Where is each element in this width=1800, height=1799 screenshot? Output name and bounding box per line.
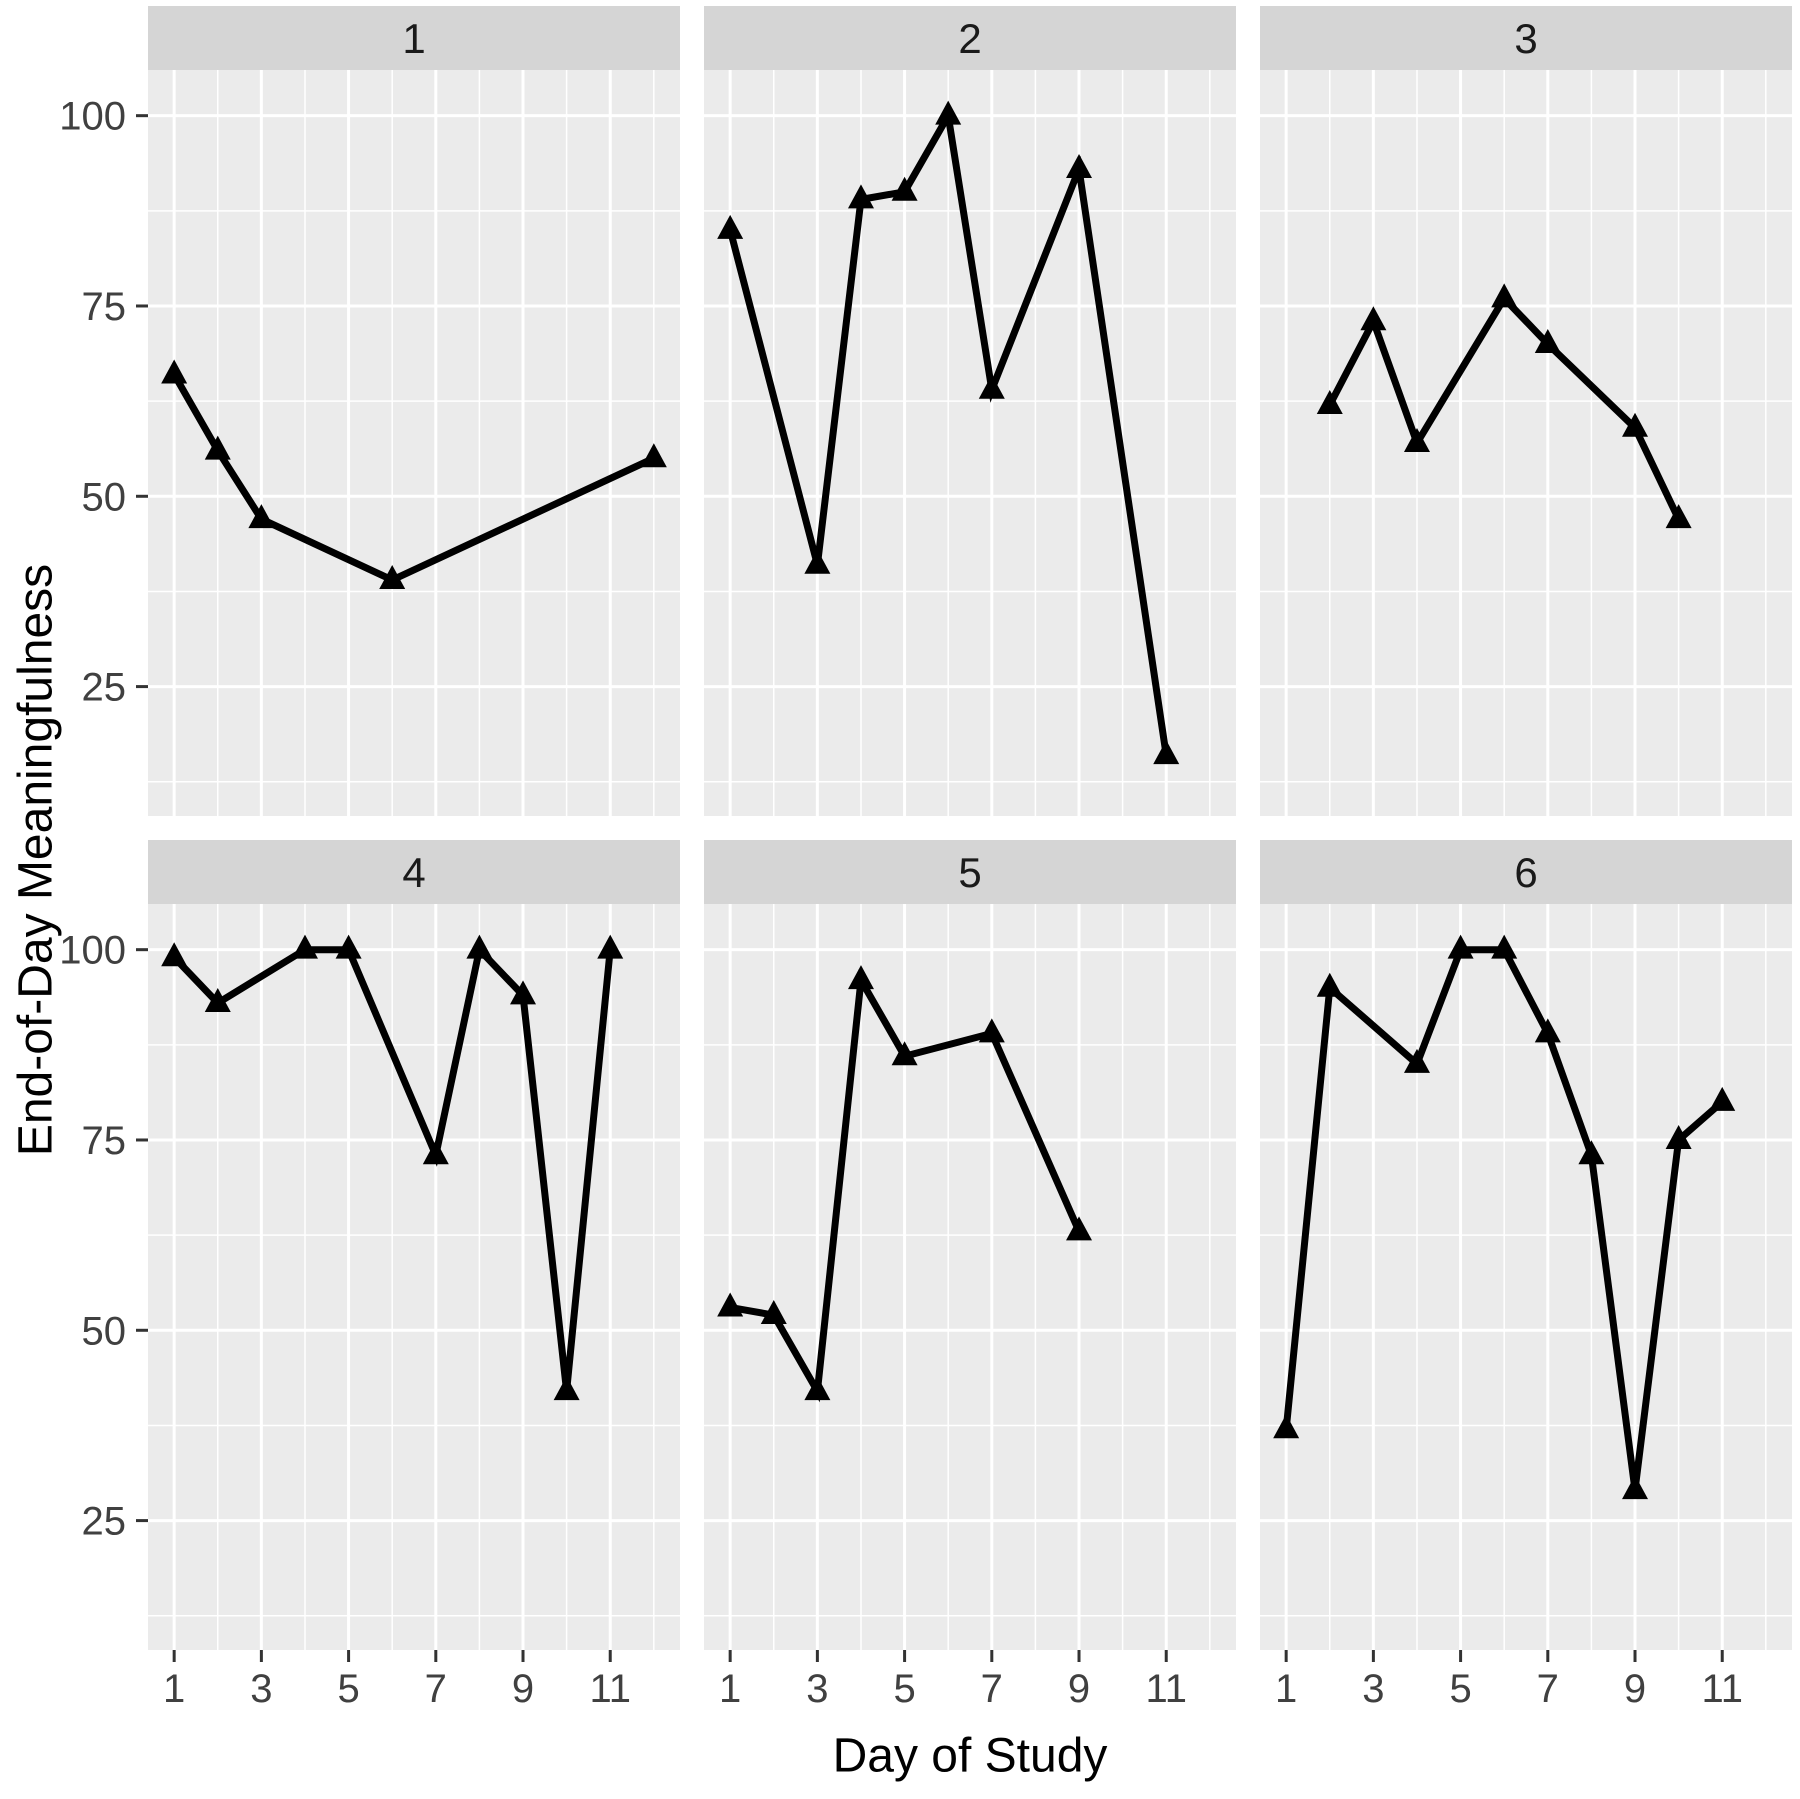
y-tick-label: 75 xyxy=(82,1119,127,1163)
x-tick-label: 9 xyxy=(1624,1667,1646,1711)
x-tick-label: 1 xyxy=(719,1667,741,1711)
triangle-marker xyxy=(1403,1048,1430,1073)
triangle-marker xyxy=(466,934,493,959)
triangle-marker xyxy=(1153,740,1180,765)
x-tick-label: 11 xyxy=(589,1667,631,1711)
y-tick-label: 75 xyxy=(82,285,127,329)
x-tick-label: 7 xyxy=(1537,1667,1559,1711)
x-tick-label: 3 xyxy=(806,1667,828,1711)
data-line xyxy=(726,105,1170,756)
triangle-marker xyxy=(1360,306,1387,331)
x-tick-label: 7 xyxy=(981,1667,1003,1711)
facet-strip-label: 1 xyxy=(402,15,425,62)
triangle-marker xyxy=(204,987,231,1012)
y-tick-label: 25 xyxy=(82,1500,127,1544)
triangle-marker xyxy=(717,1292,744,1317)
triangle-marker xyxy=(847,965,874,990)
y-tick-label: 50 xyxy=(82,475,127,519)
x-tick-label: 3 xyxy=(1362,1667,1384,1711)
x-tick-label: 5 xyxy=(893,1667,915,1711)
facet-strip xyxy=(1260,6,1792,70)
x-tick-label: 1 xyxy=(1275,1667,1297,1711)
triangle-marker xyxy=(204,435,231,460)
facet-strip xyxy=(704,840,1236,904)
triangle-marker xyxy=(248,504,275,529)
triangle-marker xyxy=(597,934,624,959)
facet-strip xyxy=(148,6,680,70)
y-tick-label: 25 xyxy=(82,666,127,710)
triangle-marker xyxy=(335,934,362,959)
panel-background xyxy=(148,70,680,816)
triangle-marker xyxy=(804,1376,831,1401)
x-tick-label: 5 xyxy=(1449,1667,1471,1711)
x-tick-label: 1 xyxy=(163,1667,185,1711)
triangle-marker xyxy=(1316,972,1343,997)
triangle-marker xyxy=(553,1376,580,1401)
triangle-marker xyxy=(510,980,537,1005)
x-tick-label: 11 xyxy=(1701,1667,1743,1711)
triangle-marker xyxy=(422,1140,449,1165)
facet-strip xyxy=(704,6,1236,70)
x-tick-label: 7 xyxy=(425,1667,447,1711)
triangle-marker xyxy=(891,176,918,201)
x-tick-label: 3 xyxy=(250,1667,272,1711)
triangle-marker xyxy=(1578,1140,1605,1165)
panel-background xyxy=(1260,70,1792,816)
triangle-marker xyxy=(1534,1018,1561,1043)
y-tick-label: 50 xyxy=(82,1309,127,1353)
triangle-marker xyxy=(1622,1475,1649,1500)
triangle-marker xyxy=(161,359,188,384)
x-tick-label: 9 xyxy=(1068,1667,1090,1711)
triangle-marker xyxy=(1273,1414,1300,1439)
panel-background xyxy=(704,904,1236,1650)
y-tick-label: 100 xyxy=(59,95,126,139)
triangle-marker xyxy=(1491,934,1518,959)
triangle-marker xyxy=(1665,504,1692,529)
triangle-marker xyxy=(1709,1086,1736,1111)
x-tick-label: 9 xyxy=(512,1667,534,1711)
facet-strip-label: 6 xyxy=(1514,849,1537,896)
triangle-marker xyxy=(978,1018,1005,1043)
triangle-marker xyxy=(1491,283,1518,308)
triangle-marker xyxy=(379,565,406,590)
triangle-marker xyxy=(1534,329,1561,354)
facet-strip-label: 2 xyxy=(958,15,981,62)
triangle-marker xyxy=(161,942,188,967)
facet-strip-label: 4 xyxy=(402,849,425,896)
x-tick-label: 5 xyxy=(337,1667,359,1711)
panel-background xyxy=(148,904,680,1650)
y-axis-title: End-of-Day Meaningfulness xyxy=(9,563,63,1157)
panel-background xyxy=(704,70,1236,816)
triangle-marker xyxy=(804,549,831,574)
facet-strip-label: 3 xyxy=(1514,15,1537,62)
x-tick-label: 11 xyxy=(1145,1667,1187,1711)
facet-strip xyxy=(148,840,680,904)
triangle-marker xyxy=(291,934,318,959)
facet-strip xyxy=(1260,840,1792,904)
triangle-marker xyxy=(1066,153,1093,178)
triangle-marker xyxy=(640,443,667,468)
triangle-marker xyxy=(1622,412,1649,437)
facet-strip-label: 5 xyxy=(958,849,981,896)
y-tick-label: 100 xyxy=(59,929,126,973)
triangle-marker xyxy=(717,214,744,239)
x-axis-title: Day of Study xyxy=(832,1729,1108,1783)
triangle-marker xyxy=(1066,1216,1093,1241)
triangle-marker xyxy=(935,100,962,125)
triangle-marker xyxy=(1447,934,1474,959)
triangle-marker xyxy=(847,184,874,209)
panel-background xyxy=(1260,904,1792,1650)
triangle-marker xyxy=(891,1041,918,1066)
triangle-marker xyxy=(760,1300,787,1325)
triangle-marker xyxy=(1316,389,1343,414)
data-line xyxy=(1282,946,1725,1491)
triangle-marker xyxy=(1665,1124,1692,1149)
triangle-marker xyxy=(1403,428,1430,452)
triangle-marker xyxy=(978,374,1005,399)
